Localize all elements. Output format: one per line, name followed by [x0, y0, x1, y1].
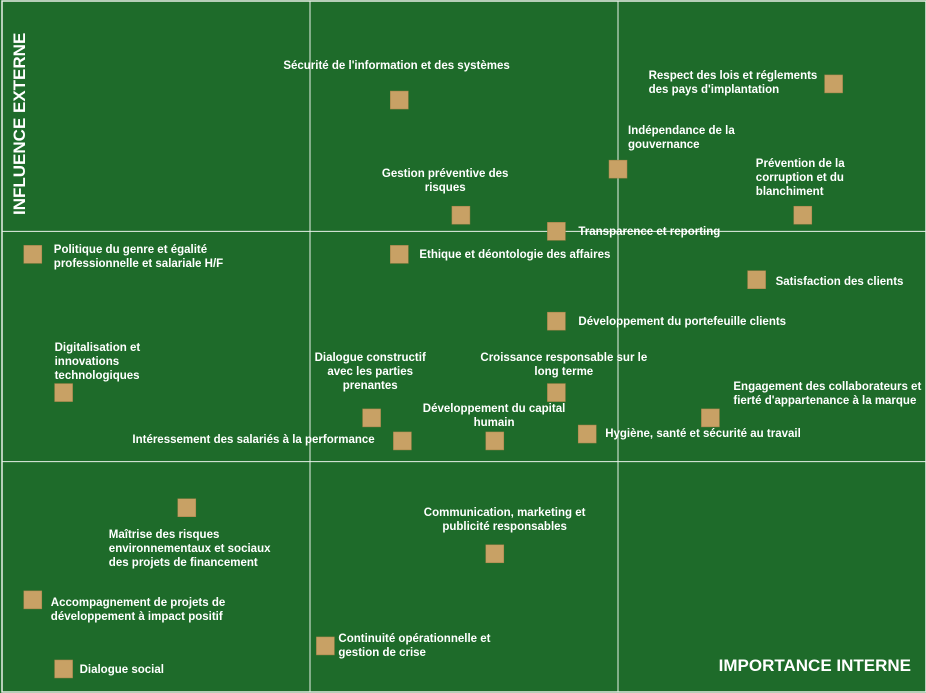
data-point	[393, 431, 412, 451]
data-point	[547, 311, 566, 331]
data-label: Ethique et déontologie des affaires	[419, 249, 611, 262]
data-point	[485, 431, 505, 451]
x-axis-label: IMPORTANCE INTERNE	[718, 656, 911, 675]
data-point	[316, 636, 335, 656]
data-label: Transparence et reporting	[578, 226, 721, 239]
data-label: Indépendance de la gouvernance	[628, 125, 735, 152]
data-point	[793, 205, 813, 225]
data-point	[451, 205, 471, 225]
data-label: Sécurité de l'information et des système…	[283, 60, 510, 73]
data-label: Engagement des collaborateurs et fierté d…	[733, 380, 922, 407]
data-label: Continuité opérationnelle et gestion de c…	[338, 632, 491, 659]
data-label: Dialogue social	[79, 663, 164, 676]
y-axis-label: INFLUENCE EXTERNE	[10, 32, 29, 215]
data-point	[54, 659, 73, 679]
data-point	[547, 222, 566, 241]
data-label: Respect des lois et réglements des pays d…	[648, 69, 818, 96]
data-label: Croissance responsable sur le long terme	[480, 351, 648, 378]
data-point	[701, 408, 720, 428]
data-point	[577, 424, 597, 444]
data-point	[177, 498, 197, 517]
data-point	[390, 245, 409, 264]
data-label: Intéressement des salariés à la performa…	[132, 433, 375, 446]
data-point	[390, 90, 409, 110]
data-point	[23, 590, 43, 610]
data-label: Accompagnement de projets de développemen…	[50, 596, 226, 623]
data-point	[23, 245, 43, 264]
data-point	[54, 383, 73, 402]
data-point	[608, 159, 628, 179]
data-label: Prévention de la corruption et du blanchim…	[755, 158, 845, 199]
data-label: Maîtrise des risques environnementaux et …	[108, 528, 271, 569]
data-label: Hygiène, santé et sécurité au travail	[605, 428, 801, 441]
data-point	[824, 74, 843, 94]
data-point	[747, 270, 766, 289]
data-label: Développement du portefeuille clients	[578, 316, 787, 329]
data-label: Satisfaction des clients	[775, 275, 904, 288]
data-label: Digitalisation et innovations technologiqu…	[54, 341, 141, 382]
data-label: Dialogue constructif avec les parties pren…	[314, 351, 426, 392]
data-label: Communication, marketing et publicité res…	[423, 506, 586, 533]
data-label: Gestion préventive des risques	[381, 168, 509, 195]
data-label: Développement du capital humain	[422, 402, 566, 429]
data-label: Politique du genre et égalité professionn…	[53, 244, 224, 271]
data-point	[362, 408, 381, 428]
data-point	[547, 383, 566, 402]
data-point	[485, 544, 505, 564]
